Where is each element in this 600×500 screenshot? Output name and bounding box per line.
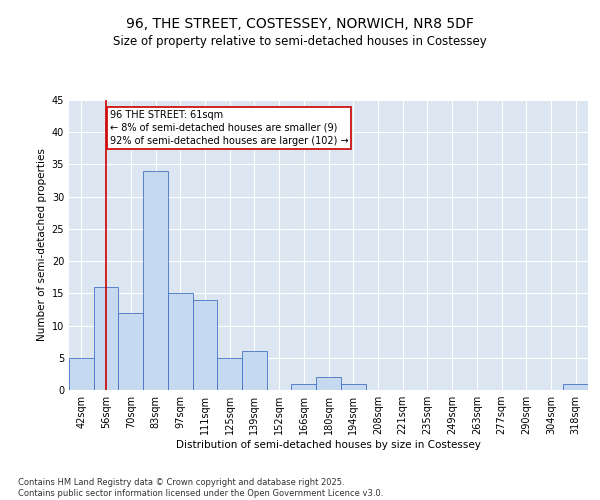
Bar — [316, 377, 341, 390]
Bar — [563, 384, 588, 390]
Text: 96, THE STREET, COSTESSEY, NORWICH, NR8 5DF: 96, THE STREET, COSTESSEY, NORWICH, NR8 … — [126, 18, 474, 32]
Bar — [168, 294, 193, 390]
Bar — [69, 358, 94, 390]
Text: Contains HM Land Registry data © Crown copyright and database right 2025.
Contai: Contains HM Land Registry data © Crown c… — [18, 478, 383, 498]
Text: 96 THE STREET: 61sqm
← 8% of semi-detached houses are smaller (9)
92% of semi-de: 96 THE STREET: 61sqm ← 8% of semi-detach… — [110, 110, 349, 146]
Bar — [292, 384, 316, 390]
Bar — [217, 358, 242, 390]
Y-axis label: Number of semi-detached properties: Number of semi-detached properties — [37, 148, 47, 342]
Bar — [143, 171, 168, 390]
Bar — [242, 352, 267, 390]
Bar — [341, 384, 365, 390]
Bar — [193, 300, 217, 390]
Bar — [118, 312, 143, 390]
Bar — [94, 287, 118, 390]
Text: Size of property relative to semi-detached houses in Costessey: Size of property relative to semi-detach… — [113, 35, 487, 48]
X-axis label: Distribution of semi-detached houses by size in Costessey: Distribution of semi-detached houses by … — [176, 440, 481, 450]
